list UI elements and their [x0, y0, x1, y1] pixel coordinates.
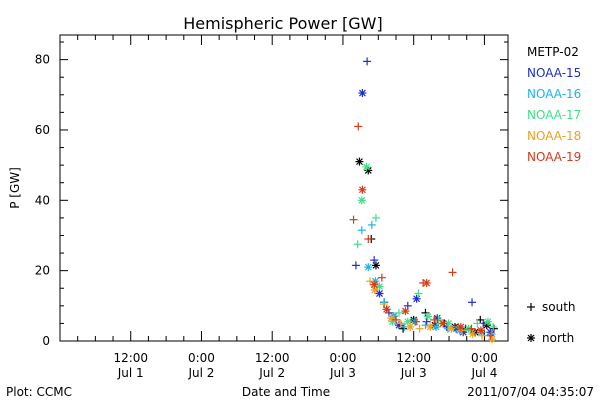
legend-entry: METP-02 [527, 45, 579, 59]
marker-legend-symbol [527, 334, 535, 342]
data-point [483, 317, 492, 326]
data-point [363, 57, 372, 66]
data-points [349, 57, 498, 344]
data-point [415, 324, 424, 333]
data-point [351, 261, 360, 270]
data-point [468, 298, 477, 307]
data-point [357, 196, 366, 205]
y-tick-label: 20 [35, 264, 50, 278]
x-tick-day-label: Jul 3 [329, 366, 356, 380]
data-point [370, 256, 379, 265]
data-point [412, 317, 421, 326]
marker-legend-symbol [527, 303, 535, 311]
data-point [367, 220, 376, 229]
x-tick-time-label: 0:00 [329, 351, 356, 365]
data-point [375, 289, 384, 298]
data-point [406, 322, 415, 331]
data-point [478, 331, 487, 340]
data-point [414, 289, 423, 298]
x-tick-time-label: 0:00 [188, 351, 215, 365]
plot-frame [59, 34, 509, 342]
x-tick-day-label: Jul 1 [117, 366, 144, 380]
data-point [394, 308, 403, 317]
data-point [364, 235, 373, 243]
data-point [382, 305, 391, 314]
data-point [473, 319, 482, 328]
data-point [399, 324, 408, 333]
data-point [370, 280, 379, 289]
data-point [467, 324, 476, 333]
data-point [364, 263, 373, 272]
data-point [371, 261, 380, 270]
data-point [377, 273, 386, 282]
data-point [371, 213, 380, 222]
data-point [392, 315, 400, 324]
data-point [432, 322, 441, 331]
marker-legend-label: south [542, 300, 576, 314]
data-point [489, 322, 498, 331]
x-tick-day-label: Jul 4 [470, 366, 497, 380]
data-point [396, 319, 405, 328]
legend-entry: NOAA-15 [527, 66, 581, 80]
x-tick-day-label: Jul 2 [258, 366, 285, 380]
data-point [476, 326, 485, 335]
data-point [488, 335, 497, 344]
footer-timestamp: 2011/07/04 04:35:07 [467, 385, 594, 399]
x-tick-day-label: Jul 3 [400, 366, 427, 380]
x-axis-label: Date and Time [242, 385, 330, 399]
data-point [355, 157, 364, 166]
x-tick-time-label: 12:00 [396, 351, 431, 365]
marker-legend-label: north [542, 331, 574, 345]
data-point [422, 317, 431, 326]
x-tick-time-label: 0:00 [471, 351, 498, 365]
data-point [366, 277, 375, 286]
y-tick-label: 0 [42, 334, 50, 348]
data-point [486, 331, 495, 340]
data-point [423, 312, 432, 321]
x-tick-time-label: 12:00 [255, 351, 290, 365]
y-tick-label: 60 [35, 123, 50, 137]
data-point [430, 315, 439, 324]
y-tick-label: 40 [35, 193, 50, 207]
data-point [401, 307, 410, 316]
y-axis: 0 20 40 60 80 [35, 41, 508, 348]
data-point [362, 162, 371, 171]
data-point [349, 215, 358, 224]
y-axis-label: P [GW] [8, 167, 22, 209]
data-point [422, 278, 431, 287]
data-point [468, 329, 477, 338]
legend: METP-02 NOAA-15 NOAA-16 NOAA-17 NOAA-18 NOAA-… [527, 45, 581, 164]
legend-entry: NOAA-16 [527, 87, 581, 101]
data-point [456, 322, 465, 331]
data-point [447, 324, 456, 333]
data-point [448, 268, 457, 277]
data-point [357, 226, 366, 235]
y-tick-label: 80 [35, 53, 50, 67]
legend-entry: NOAA-17 [527, 108, 581, 122]
legend-entry: NOAA-18 [527, 129, 581, 143]
data-point [412, 294, 421, 303]
x-tick-day-label: Jul 2 [188, 366, 215, 380]
data-point [426, 322, 435, 331]
legend-entry: NOAA-19 [527, 150, 581, 164]
x-tick-time-label: 12:00 [113, 351, 148, 365]
chart-title: Hemispheric Power [GW] [183, 14, 382, 33]
marker-legend: south north [527, 300, 576, 345]
data-point [439, 319, 448, 328]
data-point [358, 89, 367, 98]
data-point [387, 314, 396, 323]
data-point [358, 185, 367, 194]
footer-plot-source: Plot: CCMC [6, 385, 72, 399]
data-point [354, 122, 363, 131]
data-point [353, 240, 362, 249]
